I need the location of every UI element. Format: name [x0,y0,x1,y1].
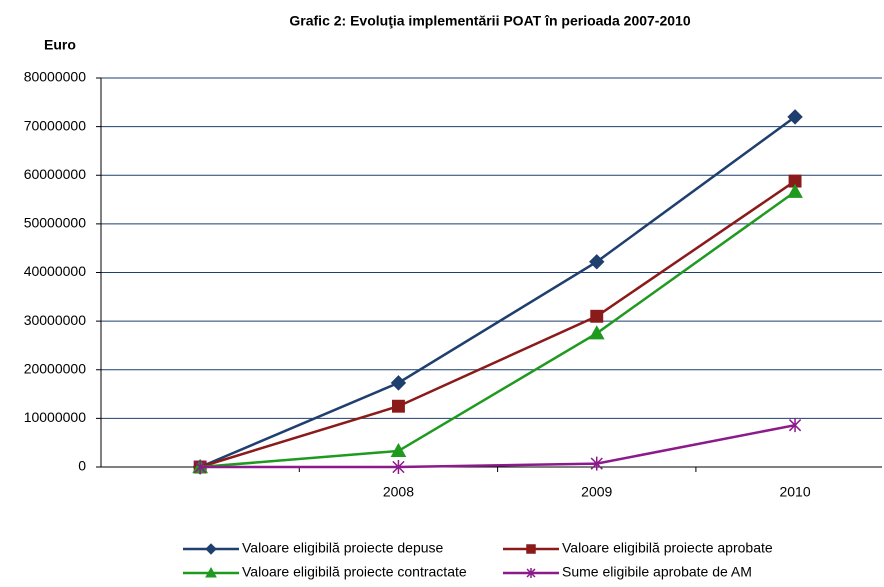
legend-label: Sume eligibile aprobate de AM [562,564,752,580]
marker [205,543,217,555]
series-line [199,180,796,469]
marker [788,418,802,433]
chart-title: Grafic 2: Evoluţia implementării POAT în… [289,13,690,29]
marker [392,460,405,474]
y-tick-label: 70000000 [24,117,87,133]
y-tick-label: 50000000 [24,215,87,231]
marker [526,568,536,578]
y-axis-label: Euro [44,37,76,53]
marker [526,544,536,554]
x-tick-label: 2008 [383,484,414,500]
y-tick-label: 20000000 [24,360,87,376]
y-tick-label: 10000000 [24,409,87,425]
marker [390,375,407,391]
x-tick-label: 2010 [779,484,810,500]
y-tick-label: 30000000 [24,312,87,328]
series-line [200,190,796,469]
y-tick-label: 0 [78,458,86,474]
marker [787,109,803,125]
marker [589,254,605,270]
y-tick-label: 80000000 [24,69,87,85]
y-tick-label: 40000000 [24,263,87,279]
marker [590,309,604,323]
marker [787,183,803,198]
legend-label: Valoare eligibilă proiecte aprobate [562,540,773,556]
series-line [199,115,796,469]
x-tick-label: 2009 [581,484,612,500]
marker [194,460,207,474]
legend-label: Valoare eligibilă proiecte contractate [242,564,467,580]
marker [590,456,603,471]
series-line [200,423,796,469]
marker [205,566,217,578]
y-tick-label: 60000000 [24,166,87,182]
marker [392,399,405,413]
marker [390,442,407,458]
legend-label: Valoare eligibilă proiecte depuse [242,540,444,556]
marker [588,325,605,340]
